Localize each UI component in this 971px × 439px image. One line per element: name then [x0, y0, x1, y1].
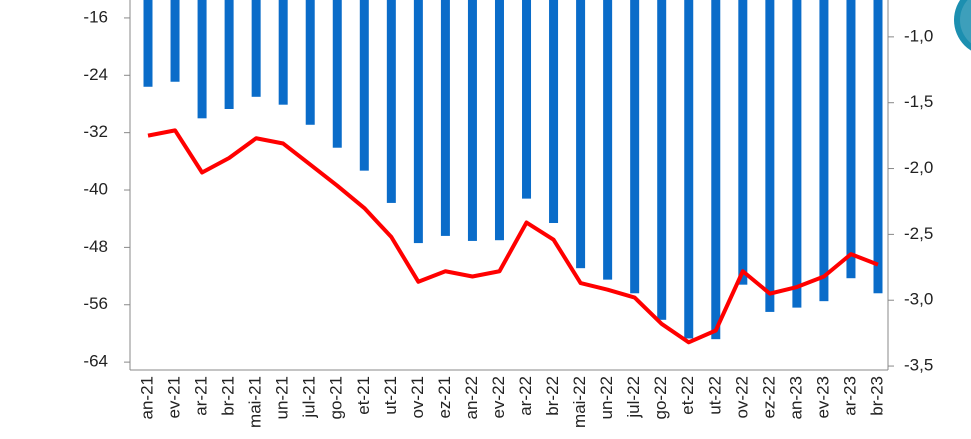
x-tick-label: br-22 — [543, 376, 562, 416]
x-tick-label: ov-21 — [408, 376, 427, 419]
x-tick-label: an-23 — [786, 376, 805, 419]
y-tick-label: -64 — [83, 352, 108, 371]
x-tick-label: ev-21 — [165, 376, 184, 419]
x-tick-label: an-21 — [137, 376, 156, 419]
bar — [251, 0, 261, 97]
bar — [386, 0, 396, 203]
bar — [332, 0, 342, 148]
x-tick-label: mai-22 — [570, 376, 589, 428]
x-tick-label: et-22 — [678, 376, 697, 415]
x-tick-label: ez-21 — [435, 376, 454, 419]
bar — [792, 0, 802, 308]
y-tick-label: -16 — [83, 7, 108, 26]
y2-tick-label: -2,5 — [904, 224, 933, 243]
bar — [224, 0, 234, 109]
x-tick-label: un-21 — [273, 376, 292, 419]
x-tick-label: ev-23 — [813, 376, 832, 419]
x-tick-label: ar-22 — [516, 376, 535, 416]
decoration — [954, 0, 971, 51]
y-tick-label: -32 — [83, 122, 108, 141]
y2-tick-label: -3,0 — [904, 290, 933, 309]
bar — [305, 0, 315, 125]
bar — [576, 0, 586, 269]
bar — [846, 0, 856, 279]
bar — [440, 0, 450, 236]
x-tick-label: mai-21 — [246, 376, 265, 428]
bar — [819, 0, 829, 302]
bar — [711, 0, 721, 340]
x-tick-label: ut-21 — [381, 376, 400, 415]
bar — [143, 0, 153, 87]
bar — [413, 0, 423, 244]
x-tick-label: ar-23 — [840, 376, 859, 416]
x-tick-label: jul-22 — [624, 376, 643, 419]
bar — [197, 0, 207, 119]
x-tick-label: ar-21 — [192, 376, 211, 416]
bar — [494, 0, 504, 241]
bar — [549, 0, 559, 224]
x-tick-label: ez-22 — [759, 376, 778, 419]
y-tick-label: -24 — [83, 65, 108, 84]
x-tick-label: un-22 — [597, 376, 616, 419]
y-tick-label: -48 — [83, 237, 108, 256]
x-tick-label: ev-22 — [489, 376, 508, 419]
line — [147, 128, 879, 345]
x-tick-label: br-21 — [219, 376, 238, 416]
y2-tick-label: -3,5 — [904, 356, 933, 375]
y2-tick-label: -2,0 — [904, 158, 933, 177]
x-tick-label: ov-22 — [732, 376, 751, 419]
bar — [522, 0, 532, 199]
x-tick-label: jul-21 — [300, 376, 319, 419]
bar — [765, 0, 775, 312]
x-tick-label: go-22 — [651, 376, 670, 419]
y-tick-label: -40 — [83, 180, 108, 199]
bar — [603, 0, 613, 280]
bar — [359, 0, 369, 171]
y-tick-label: -56 — [83, 294, 108, 313]
x-tick-label: br-23 — [867, 376, 886, 416]
bar — [170, 0, 180, 82]
x-tick-label: ut-22 — [705, 376, 724, 415]
decoration — [960, 0, 971, 44]
bar — [684, 0, 694, 339]
bar — [657, 0, 667, 320]
bar — [738, 0, 748, 285]
x-tick-label: go-21 — [327, 376, 346, 419]
y2-tick-label: -1,0 — [904, 26, 933, 45]
bar — [630, 0, 640, 294]
bar — [873, 0, 883, 294]
x-tick-label: et-21 — [354, 376, 373, 415]
bar — [278, 0, 288, 105]
bar — [467, 0, 477, 241]
y2-tick-label: -1,5 — [904, 92, 933, 111]
x-tick-label: an-22 — [462, 376, 481, 419]
